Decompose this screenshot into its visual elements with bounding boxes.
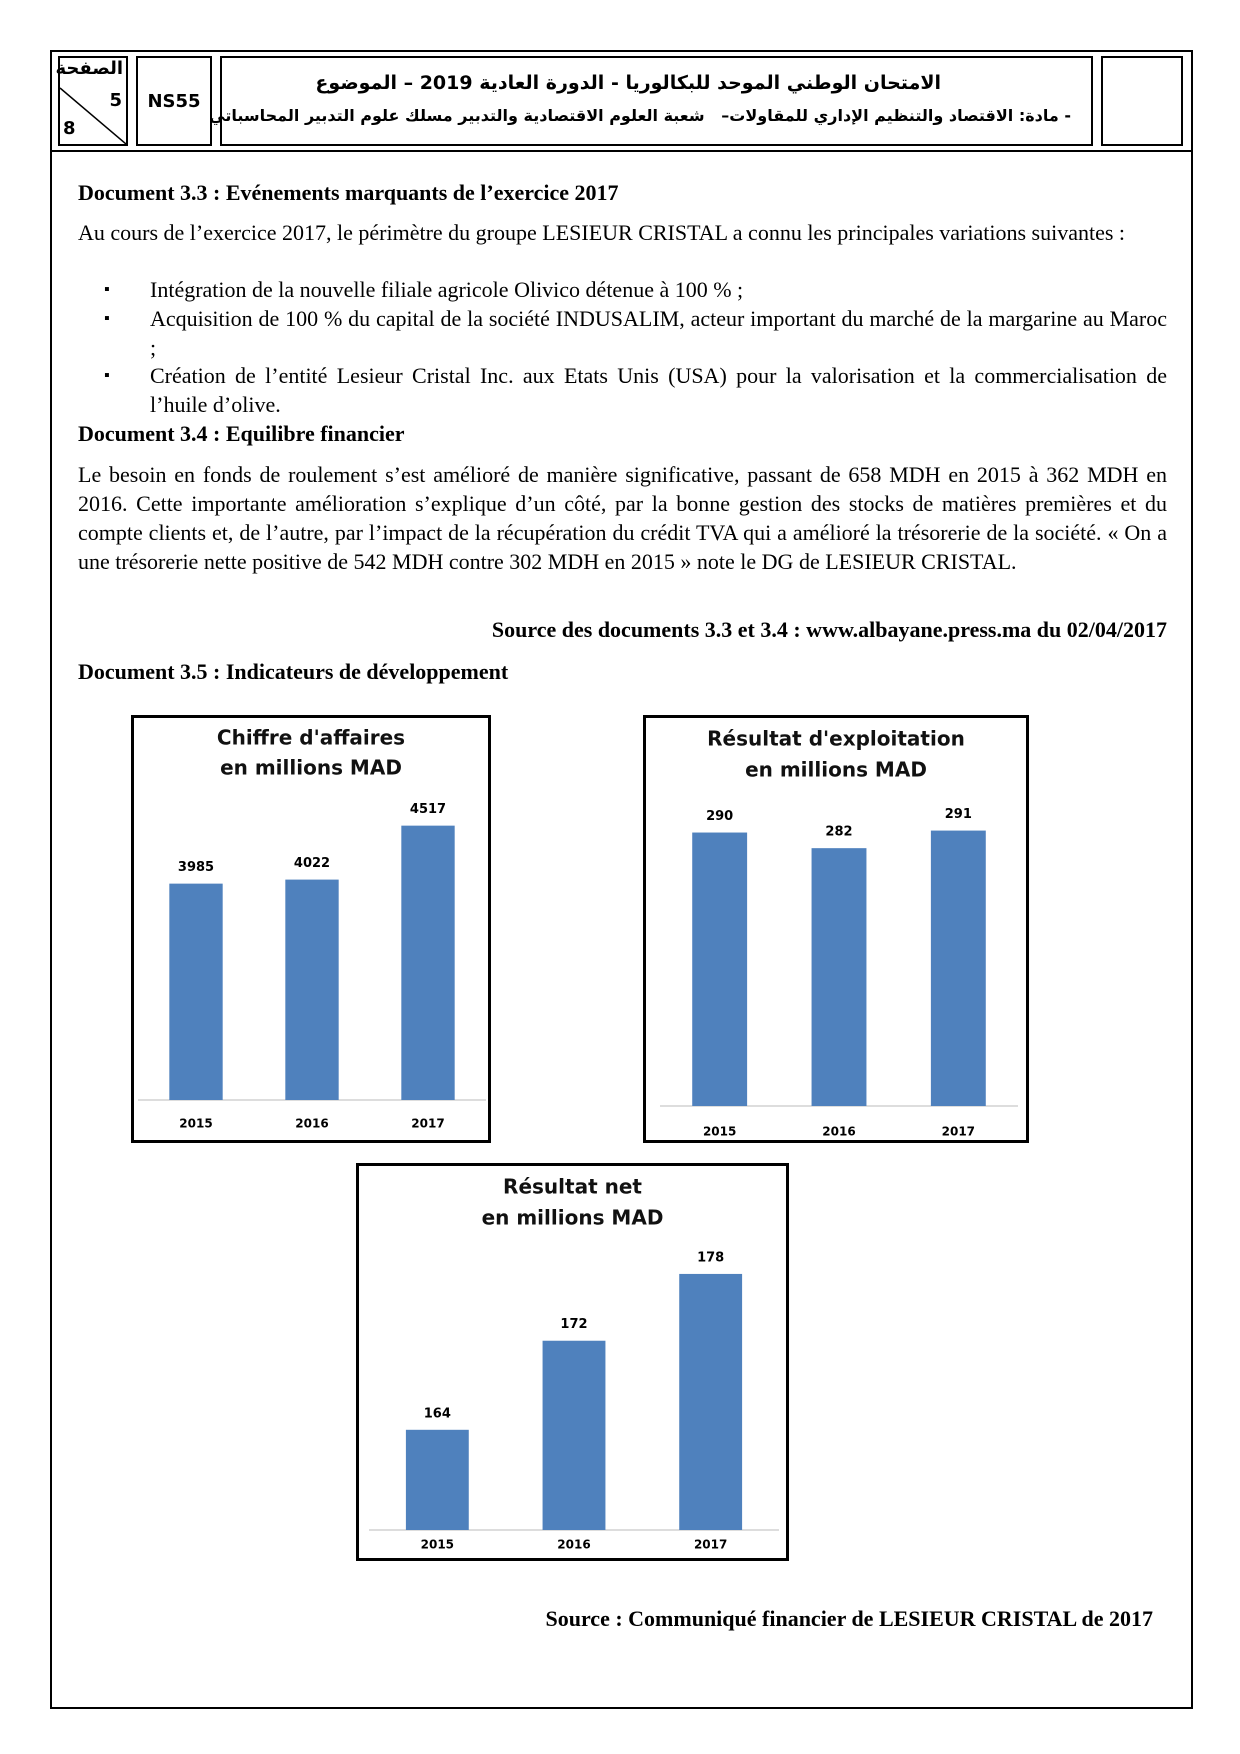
paragraph: Au cours de l’exercice 2017, le périmètr…: [78, 220, 1126, 245]
bar: [169, 883, 223, 1100]
chart: Résultat net en millions MAD 164 2015 172 201…: [369, 1175, 779, 1552]
source: Source des documents 3.3 et 3.4 : www.al…: [491, 617, 1167, 642]
chart: Chiffre d'affaires en millions MAD 3985 201…: [138, 726, 486, 1131]
chart-frame: Chiffre d'affaires en millions MAD 3985 201…: [131, 715, 491, 1143]
value-label: 4022: [294, 856, 330, 871]
value-label: 290: [706, 809, 733, 824]
header-subtitle: - مادة: الاقتصاد والتنظيم الإداري للمقاو…: [209, 106, 1071, 125]
paragraph: Le besoin en fonds de roulement s’est am…: [78, 462, 1167, 574]
x-tick-label: 2016: [557, 1538, 590, 1552]
chart-subtitle: en millions MAD: [482, 1206, 664, 1230]
value-label: 164: [424, 1406, 451, 1421]
x-tick-label: 2015: [179, 1117, 212, 1131]
x-tick-label: 2015: [703, 1125, 736, 1139]
source: Source : Communiqué financier de LESIEUR…: [545, 1606, 1153, 1631]
chart-frame: Résultat net en millions MAD 164 2015 172 201…: [356, 1163, 789, 1561]
x-tick-label: 2016: [295, 1117, 328, 1131]
x-tick-label: 2016: [822, 1125, 855, 1139]
value-label: 291: [945, 807, 972, 822]
code-box: NS55: [136, 56, 212, 146]
exam-code: NS55: [147, 90, 201, 112]
list-item: Création de l’entité Lesieur Cristal Inc…: [104, 361, 1167, 419]
empty-box: [1101, 56, 1183, 146]
chart-subtitle: en millions MAD: [220, 756, 402, 780]
list-item: Intégration de la nouvelle filiale agric…: [104, 275, 1167, 304]
bar: [679, 1273, 743, 1530]
heading: Document 3.5 : Indicateurs de développem…: [78, 659, 509, 684]
value-label: 172: [560, 1317, 587, 1332]
bar: [692, 832, 748, 1106]
diagonal: [60, 87, 126, 144]
chart-title: Chiffre d'affaires: [217, 726, 405, 750]
x-tick-label: 2017: [942, 1125, 975, 1139]
x-tick-label: 2017: [694, 1538, 727, 1552]
total-pages: 8: [63, 118, 76, 139]
chart-title: Résultat net: [503, 1175, 642, 1199]
bar: [405, 1429, 469, 1530]
page-box: الصفحة 5 8: [55, 56, 128, 146]
title-box: الامتحان الوطني الموحد للبكالوريا - الدو…: [209, 56, 1093, 146]
header-frame: [50, 50, 1193, 152]
header-title: الامتحان الوطني الموحد للبكالوريا - الدو…: [315, 72, 941, 94]
value-label: 282: [825, 825, 852, 840]
bar: [542, 1340, 606, 1530]
chart-title: Résultat d'exploitation: [707, 727, 965, 751]
chart: Résultat d'exploitation en millions MAD 29…: [660, 727, 1018, 1139]
value-label: 178: [697, 1250, 724, 1265]
bar: [285, 879, 339, 1100]
list-item: Acquisition de 100 % du capital de la so…: [104, 304, 1167, 362]
bar: [401, 825, 455, 1100]
page-label: الصفحة: [55, 58, 123, 79]
bar: [811, 848, 867, 1106]
chart-frame: Résultat d'exploitation en millions MAD 29…: [643, 715, 1029, 1143]
value-label: 3985: [178, 860, 214, 875]
bar: [930, 830, 986, 1106]
x-tick-label: 2015: [421, 1538, 454, 1552]
page-number: 5: [109, 90, 122, 111]
x-tick-label: 2017: [411, 1117, 444, 1131]
chart-subtitle: en millions MAD: [745, 758, 927, 782]
heading: Document 3.3 : Evénements marquants de l…: [78, 180, 619, 205]
value-label: 4517: [410, 802, 446, 817]
heading: Document 3.4 : Equilibre financier: [78, 421, 405, 446]
